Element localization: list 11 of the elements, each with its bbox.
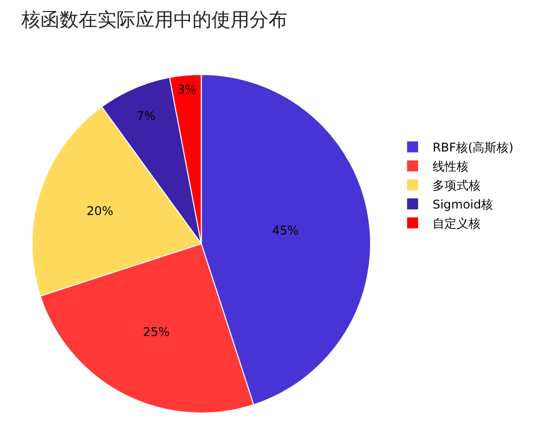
chart-title: 核函数在实际应用中的使用分布 xyxy=(20,8,288,31)
legend-label: 自定义核 xyxy=(432,216,481,231)
legend-label: Sigmoid核 xyxy=(432,198,494,212)
data-label: 7% xyxy=(136,109,156,124)
legend-label: 线性核 xyxy=(432,160,469,174)
legend-label: 多项式核 xyxy=(432,178,481,193)
data-label: 45% xyxy=(272,223,299,238)
data-label: 3% xyxy=(177,82,196,97)
data-label: 25% xyxy=(142,325,170,340)
data-label: 20% xyxy=(86,204,114,218)
legend-label: RBF核(高斯核) xyxy=(432,140,514,155)
